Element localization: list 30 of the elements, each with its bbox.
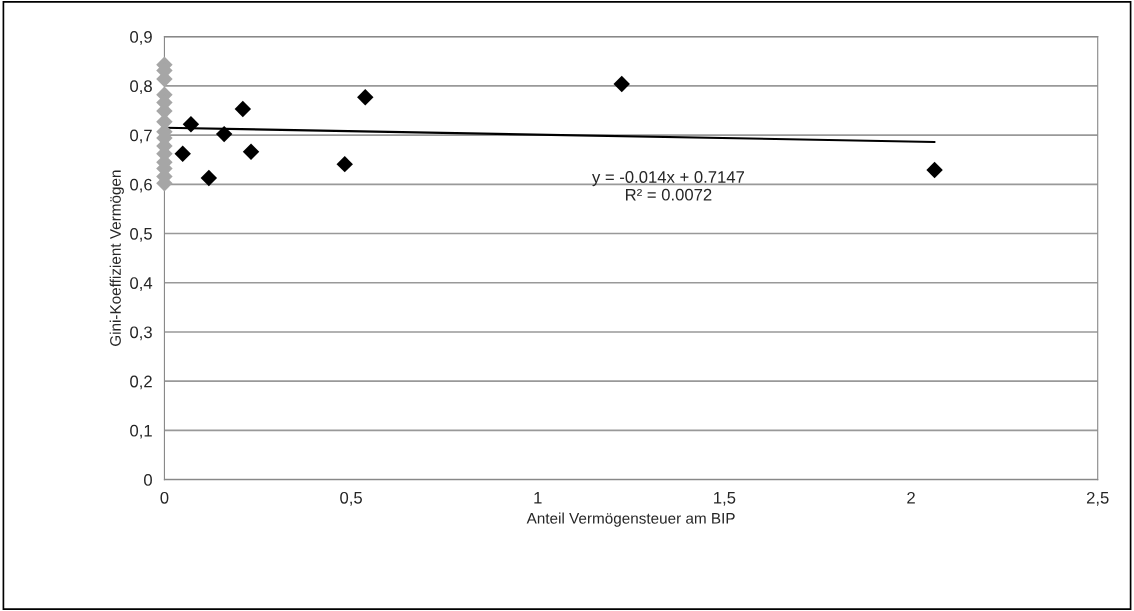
point: [182, 116, 200, 133]
y-tick-label: 0,7: [130, 129, 152, 144]
x-tick-label: 2: [907, 491, 915, 504]
annotation: y = -0.014x + 0.7147: [592, 171, 745, 187]
point: [613, 75, 630, 93]
x-tick-label: 2,5: [1086, 491, 1109, 506]
point: [357, 88, 374, 106]
y-tick-label: 0,2: [130, 375, 152, 390]
point: [336, 155, 353, 173]
y-tick-label: 0,6: [130, 178, 152, 193]
y-tick-label: 0,3: [130, 326, 152, 341]
x-tick-label: 0,5: [340, 491, 362, 506]
y-axis-title: Gini-Koeffizient Vermögen: [109, 170, 124, 346]
point: [215, 125, 233, 143]
x-tick-label: 0: [160, 491, 169, 504]
y-tick-label: 0,8: [130, 80, 152, 95]
y-tick-label: 0,1: [130, 424, 152, 439]
annotation: R² = 0.0072: [625, 188, 712, 201]
point: [242, 143, 260, 161]
y-tick-label: 0,5: [130, 227, 152, 242]
y-tick-label: 0: [144, 474, 152, 486]
x-tick-label: 1: [534, 492, 542, 504]
point: [200, 169, 218, 187]
point: [174, 145, 191, 163]
y-tick-label: 0,4: [130, 277, 153, 291]
point: [234, 100, 252, 118]
x-axis-title: Anteil Vermögensteuer am BIP: [526, 512, 735, 527]
point: [926, 161, 943, 179]
x-tick-label: 1,5: [714, 492, 736, 506]
y-tick-label: 0,9: [130, 31, 152, 45]
